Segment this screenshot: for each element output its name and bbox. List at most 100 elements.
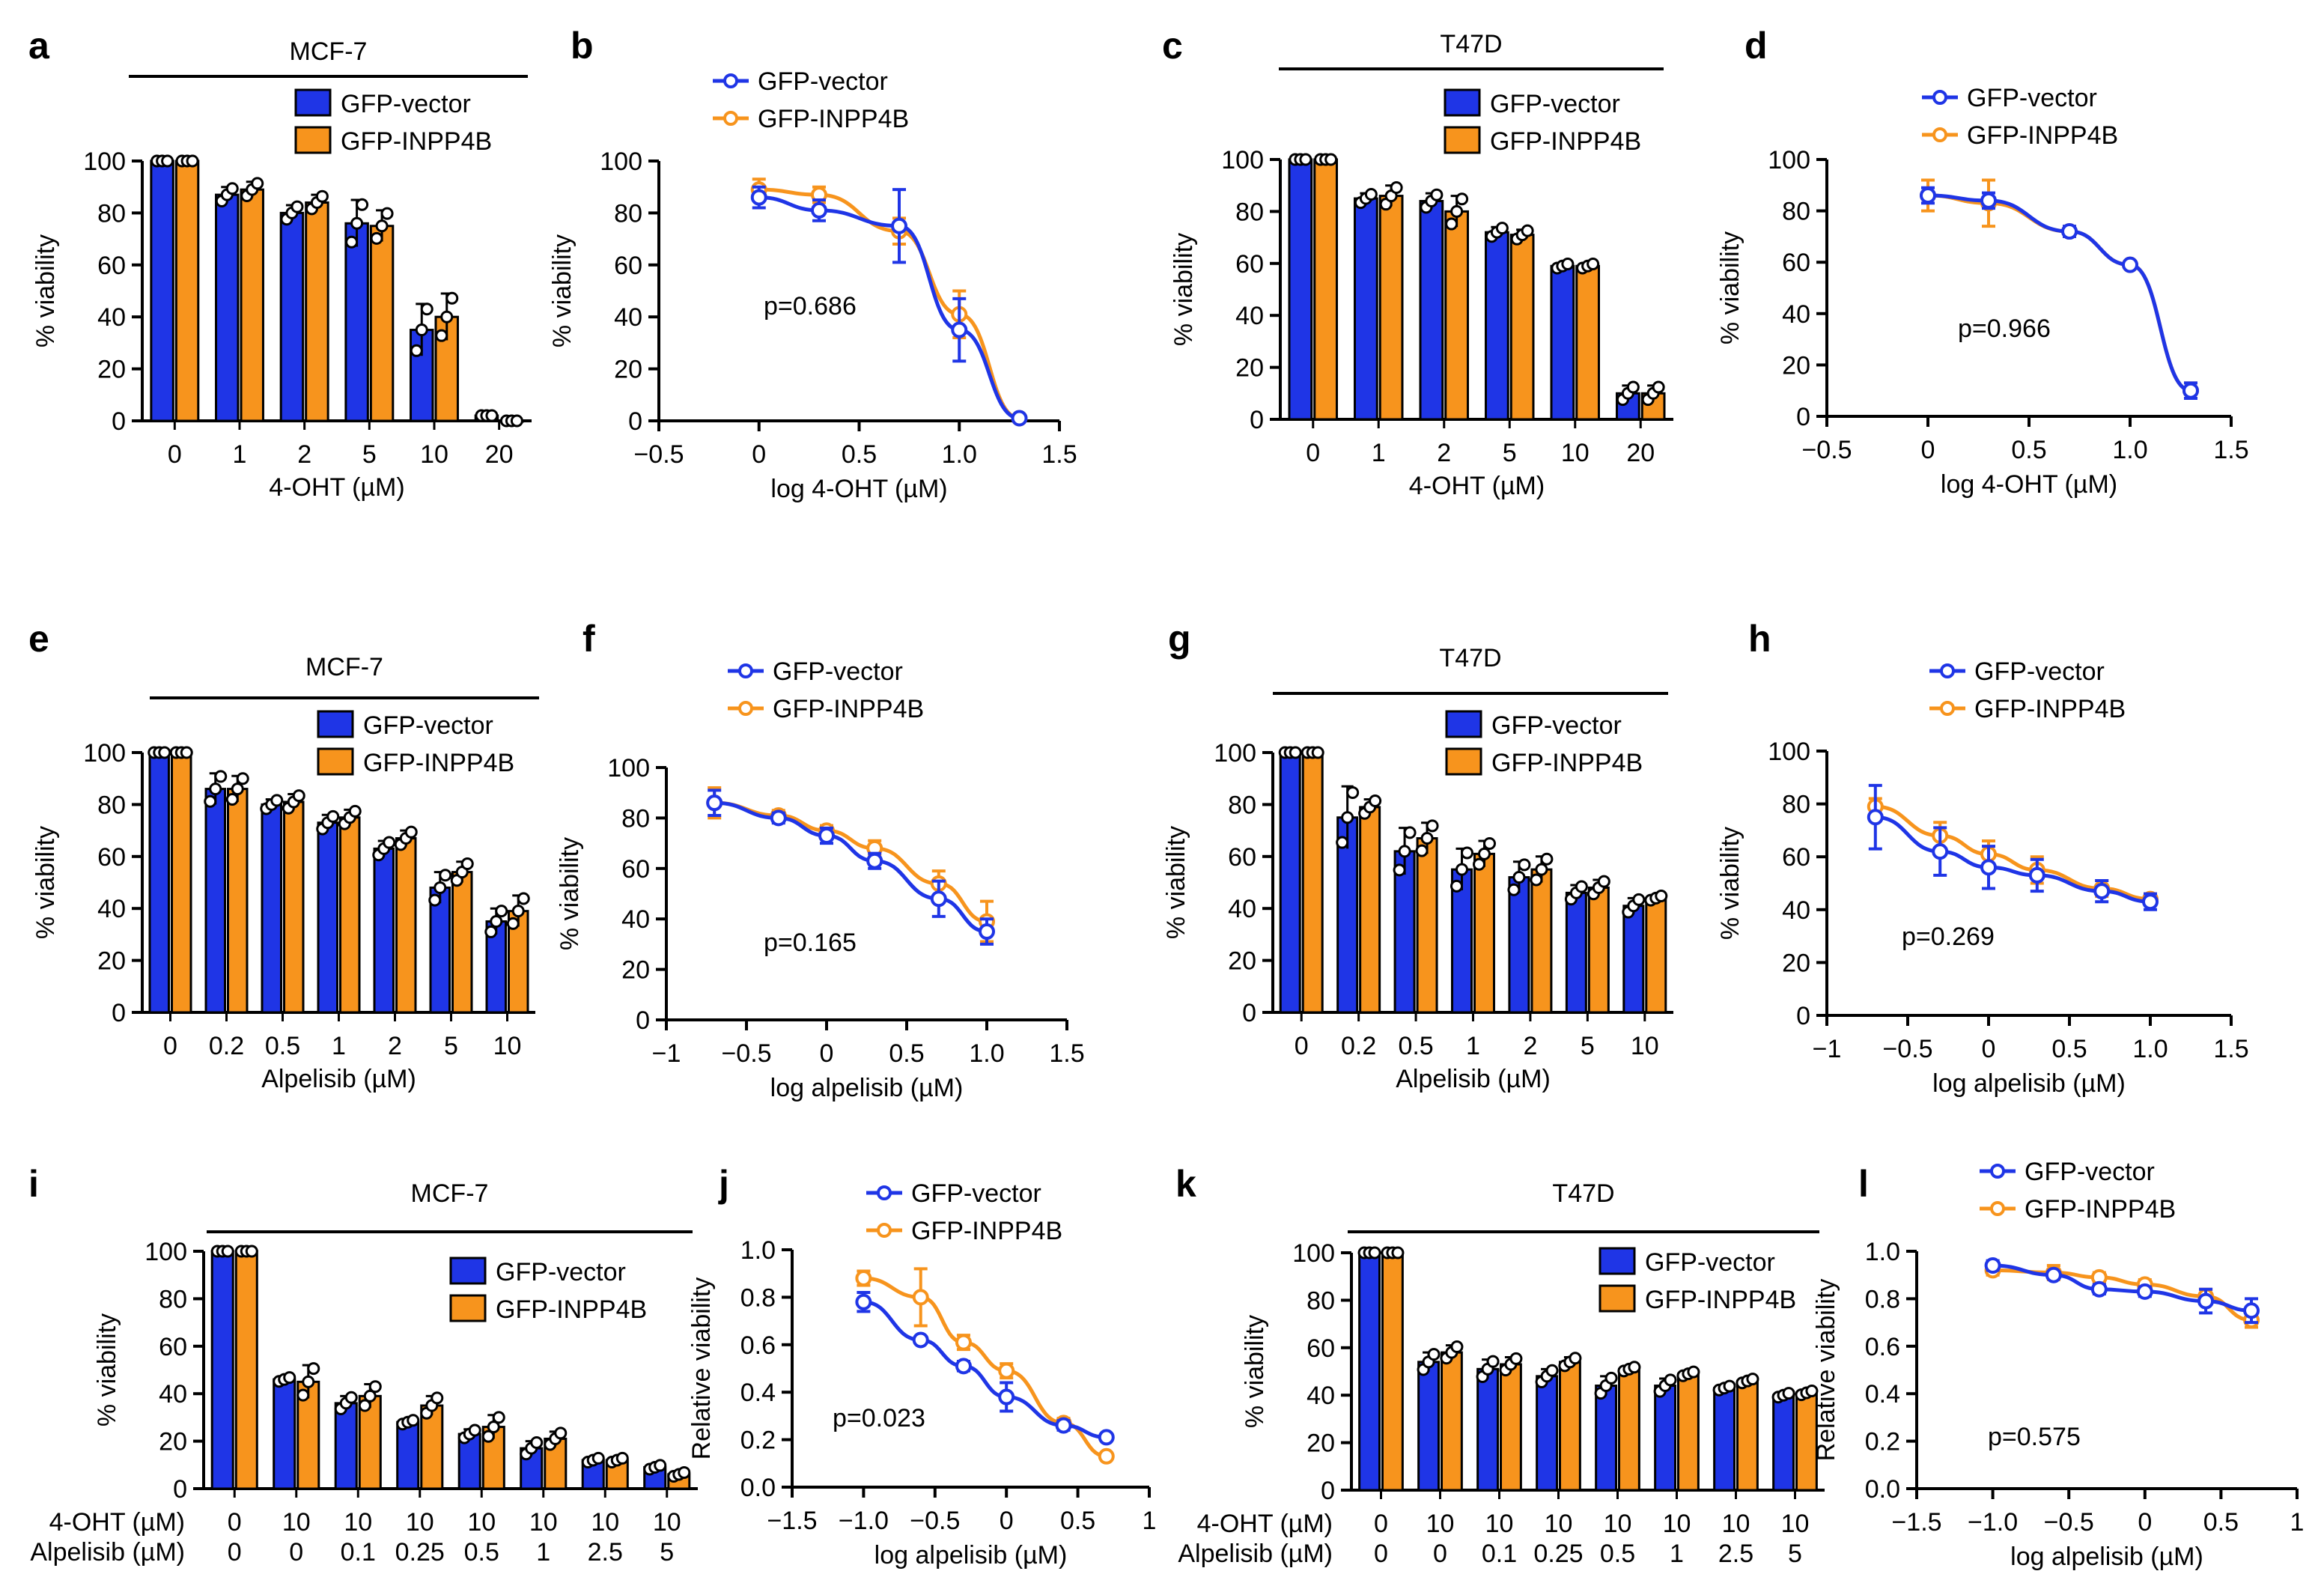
bar-inpp4b (1301, 751, 1324, 1014)
data-point-vector (770, 809, 787, 827)
replicate-dot (1486, 1355, 1500, 1368)
y-axis-label: % viability (1716, 231, 1744, 344)
replicate-dot (1445, 217, 1458, 231)
y-tick-label: 100 (83, 148, 126, 176)
x-tick-label: 1.0 (2132, 1035, 2168, 1063)
y-tick-label: 60 (1307, 1334, 1335, 1363)
bar-inpp4b (1378, 195, 1404, 421)
x-tick-label: 0.2 (1341, 1032, 1376, 1060)
y-axis-label: Relative viability (1812, 1279, 1840, 1462)
y-tick-label: 0 (1250, 406, 1264, 434)
y-tick-label: 0.6 (1865, 1333, 1900, 1361)
y-tick-label: 60 (1235, 250, 1264, 279)
legend-label: GFP-vector (1490, 90, 1620, 118)
legend-swatch (1444, 88, 1481, 117)
y-tick-label: 60 (159, 1333, 187, 1361)
x-tick-label: 0 (2138, 1508, 2152, 1537)
bar-vector (148, 751, 170, 1014)
x-tick-label: 0 (752, 440, 766, 469)
x-tick-label: 10 (344, 1508, 372, 1537)
y-axis-label: Relative viability (687, 1277, 716, 1460)
bar-vector (1393, 850, 1416, 1014)
legend-label: GFP-INPP4B (1491, 749, 1643, 777)
y-tick-label: 80 (1235, 198, 1264, 226)
panel-label: j (718, 1163, 729, 1205)
replicate-dot (1336, 836, 1349, 849)
y-tick-label: 100 (145, 1238, 187, 1266)
data-point-inpp4b (998, 1362, 1015, 1379)
y-tick-label: 0.8 (740, 1283, 776, 1312)
bar-vector (279, 211, 305, 422)
x-tick-label: 0 (1982, 1035, 1996, 1063)
data-point-vector (930, 890, 947, 908)
y-tick-label: 20 (621, 956, 650, 985)
data-point-vector (2243, 1302, 2260, 1319)
data-point-inpp4b (1098, 1447, 1115, 1465)
y-tick-label: 0 (636, 1006, 650, 1035)
panel-l: l 0.0 0.2 0.4 0.6 0.8 1.0 Relative viability −1.… (1812, 1158, 2304, 1571)
chart-title: T47D (1552, 1179, 1614, 1208)
replicate-dot (1472, 857, 1485, 871)
x-tick-label: 1.5 (1049, 1039, 1084, 1068)
x-tick-label: 10 (1485, 1510, 1514, 1538)
x-tick-label: 1 (2290, 1508, 2305, 1537)
replicate-dot (1626, 380, 1640, 394)
bar-vector (1354, 197, 1378, 421)
x-tick-label: 0 (168, 440, 182, 469)
data-point-vector (750, 189, 767, 206)
x-tick-label: 10 (653, 1508, 681, 1537)
y-tick-label: 40 (621, 905, 650, 934)
panel-e: e MCF-7 0 20 40 60 80 100 % viability 0 0.2 0.5 1 2 5 1… (28, 618, 539, 1093)
replicate-dot (435, 329, 448, 342)
replicate-dot (431, 1391, 444, 1405)
x-tick-label-row2: 2.5 (588, 1538, 623, 1567)
replicate-dot (326, 809, 340, 823)
replicate-dot (554, 1426, 568, 1440)
replicate-dot (1805, 1384, 1819, 1397)
legend-marker (738, 663, 753, 678)
bar-inpp4b (369, 225, 395, 422)
row-label-4oht: 4-OHT (µM) (1197, 1510, 1333, 1538)
bar-inpp4b (1313, 158, 1338, 421)
x-tick-label: −1.0 (1968, 1508, 2018, 1537)
x-tick-label: 1.5 (1041, 440, 1077, 469)
bar-vector (150, 159, 174, 422)
x-tick-label: 1.0 (942, 440, 977, 469)
replicate-dot (1369, 794, 1382, 808)
y-tick-label: 0.6 (740, 1331, 776, 1360)
replicate-dot (1628, 1361, 1641, 1374)
y-tick-label: 0 (1796, 1002, 1810, 1030)
replicate-dot (1535, 863, 1548, 876)
legend-label: GFP-INPP4B (758, 105, 909, 133)
x-axis-label: 4-OHT (µM) (269, 473, 404, 502)
x-tick-label: 0.5 (2203, 1508, 2239, 1537)
bar-vector (1536, 1375, 1558, 1492)
replicate-dot (1530, 873, 1543, 887)
replicate-dot (440, 310, 454, 323)
x-tick-label: −1 (652, 1039, 681, 1068)
y-axis-label: % viability (1169, 233, 1198, 346)
bar-vector (1476, 1367, 1500, 1492)
replicate-dot (368, 1380, 382, 1394)
legend-swatch (317, 710, 354, 738)
chart-title: T47D (1440, 30, 1502, 58)
replicate-dot (428, 893, 442, 907)
replicate-dot (654, 1459, 667, 1472)
x-tick-label: 1 (332, 1032, 346, 1060)
replicate-dot (221, 1245, 234, 1258)
replicate-dot (404, 825, 418, 839)
bar-inpp4b (1559, 1361, 1581, 1492)
replicate-dot (345, 235, 359, 249)
panel-label: l (1858, 1163, 1869, 1205)
x-tick-label: 10 (282, 1508, 311, 1537)
replicate-dot (383, 836, 396, 849)
legend-swatch (294, 126, 332, 154)
x-tick-label: −1 (1813, 1035, 1842, 1063)
data-point-vector (891, 217, 907, 234)
legend-label: GFP-vector (496, 1258, 626, 1286)
legend-swatch (449, 1294, 487, 1322)
panel-d: d 0 20 40 60 80 100 % viability −0.5 0 0.5 1.0 1.5 lo… (1716, 25, 2249, 499)
x-tick-label: 0.5 (265, 1032, 300, 1060)
series-line-vector (1927, 193, 2191, 393)
